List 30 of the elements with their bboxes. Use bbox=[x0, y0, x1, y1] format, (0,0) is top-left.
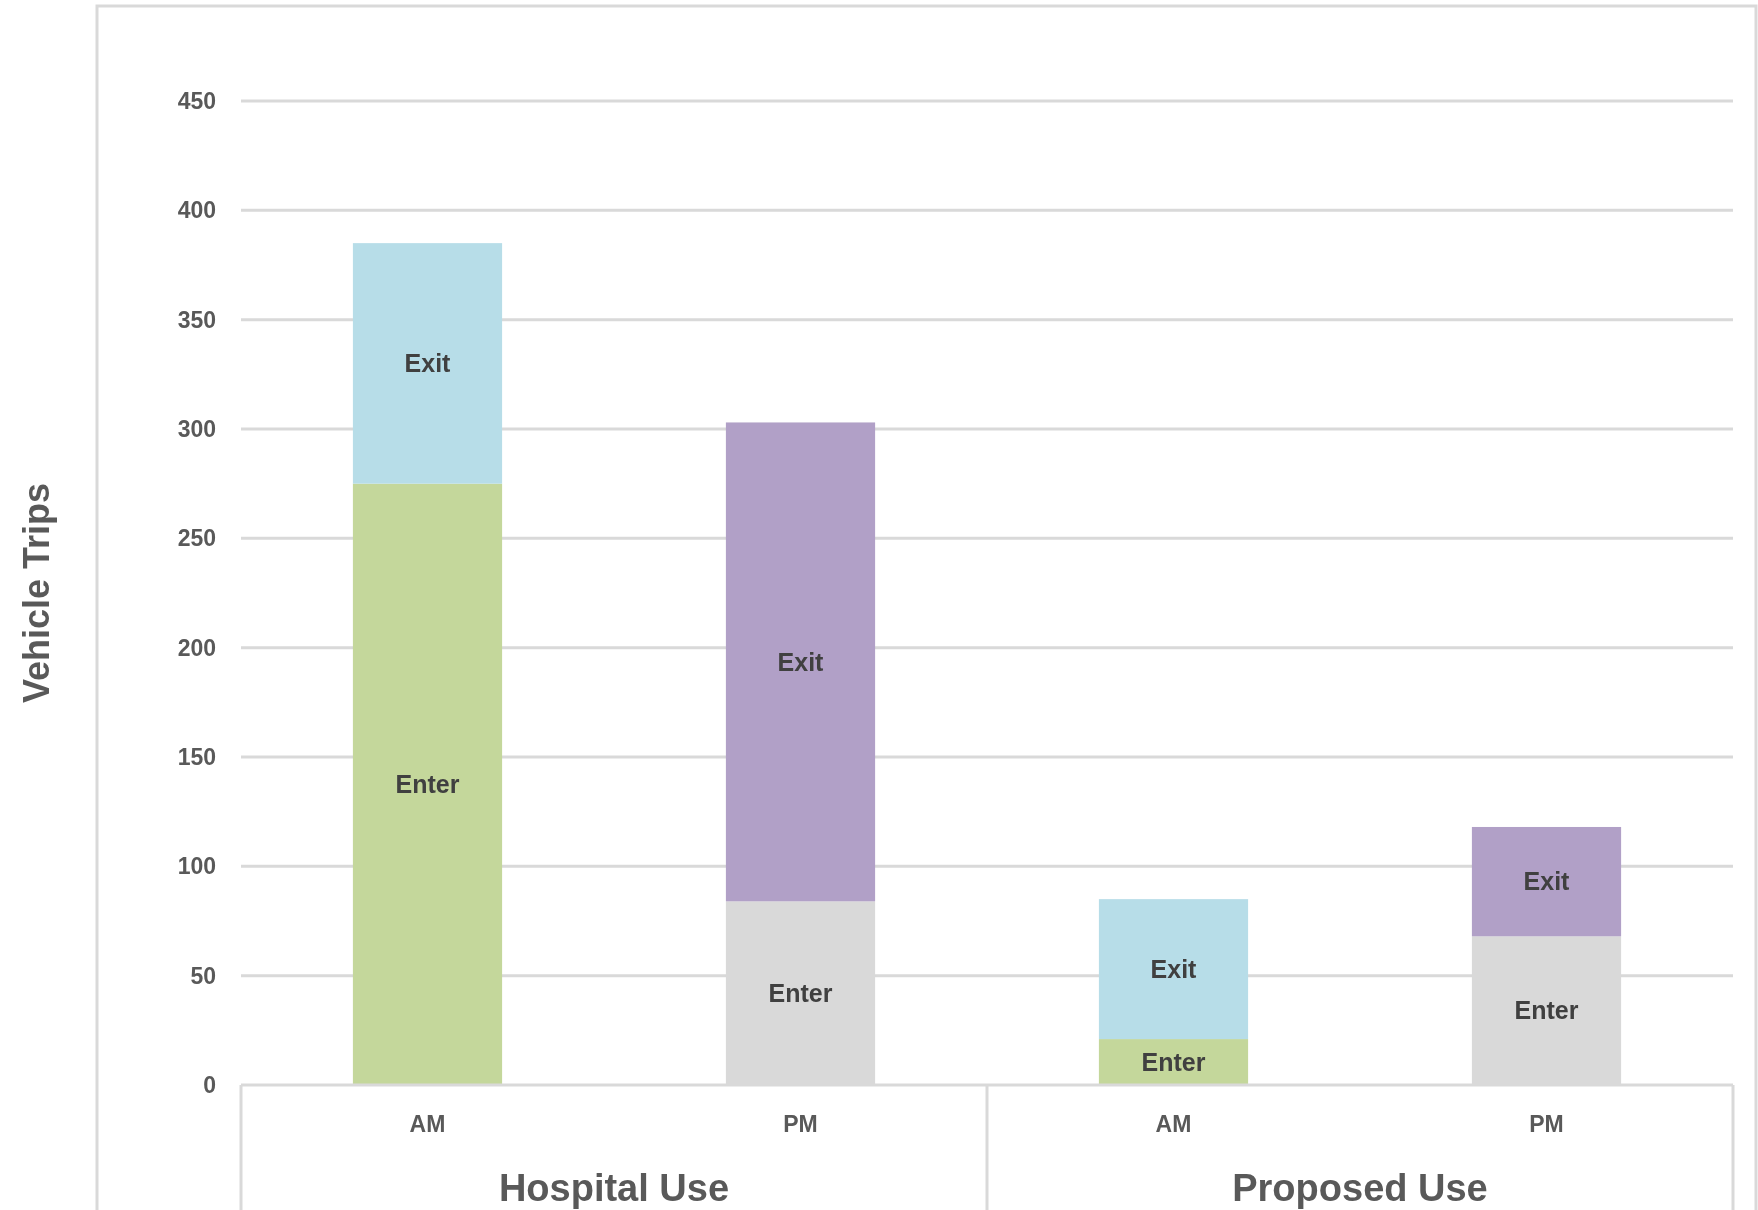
text: Exit bbox=[404, 349, 451, 378]
y-tick-label: 100 bbox=[177, 853, 216, 880]
y-tick-label: 150 bbox=[177, 744, 216, 771]
text: Enter bbox=[395, 770, 460, 799]
text: Proposed Use bbox=[1232, 1167, 1488, 1210]
text: Enter bbox=[768, 978, 833, 1007]
bar bbox=[352, 483, 503, 1085]
bar bbox=[1471, 826, 1622, 937]
series-label: Enter bbox=[1141, 1047, 1206, 1076]
text: Enter bbox=[1514, 996, 1579, 1025]
y-tick-label: 50 bbox=[190, 962, 216, 989]
text: Exit bbox=[1150, 954, 1197, 983]
text: Hospital Use bbox=[498, 1167, 730, 1210]
bar bbox=[1098, 899, 1249, 1040]
y-tick-label: 450 bbox=[177, 88, 216, 115]
y-tick-label: 400 bbox=[177, 197, 216, 224]
x-tick-label: AM bbox=[1155, 1111, 1192, 1138]
y-tick-label: 0 bbox=[203, 1072, 216, 1099]
bar bbox=[352, 243, 503, 484]
series-label: Exit bbox=[1523, 867, 1571, 896]
text: Exit bbox=[777, 647, 824, 676]
x-tick-label: AM bbox=[409, 1111, 446, 1138]
y-axis-title: Vehicle Trips bbox=[15, 482, 57, 704]
y-tick-label: 250 bbox=[177, 525, 216, 552]
y-tick-label: 350 bbox=[177, 306, 216, 333]
x-tick-label: PM bbox=[1529, 1111, 1564, 1138]
x-tick-label: PM bbox=[783, 1111, 818, 1138]
y-tick-label: 200 bbox=[177, 634, 216, 661]
bar bbox=[725, 422, 876, 902]
y-tick-label: 300 bbox=[177, 416, 216, 443]
